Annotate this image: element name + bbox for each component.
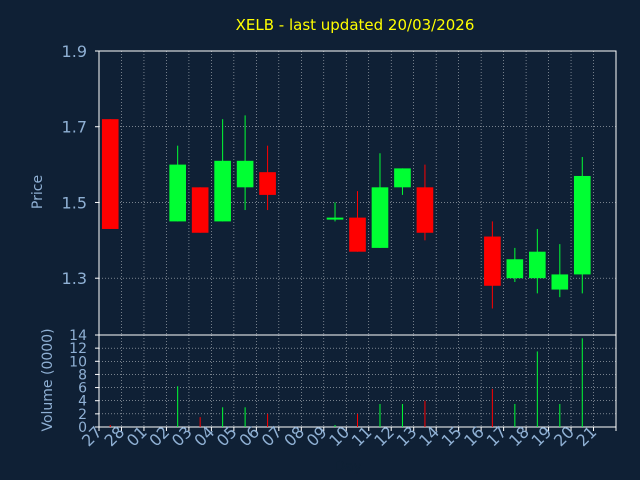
volume-tick-label: 2 [78, 407, 87, 423]
volume-tick-label: 6 [78, 381, 87, 397]
volume-tick-label: 12 [69, 341, 87, 357]
candle-body-27 [101, 119, 119, 229]
candle-body-20 [573, 175, 591, 275]
price-tick-label: 1.5 [62, 193, 87, 212]
price-tick-label: 1.9 [62, 42, 87, 61]
candle-body-02 [169, 164, 186, 222]
volume-tick-label: 0 [78, 420, 87, 436]
volume-plot-frame [98, 334, 617, 428]
price-tick-label: 1.3 [62, 269, 87, 288]
candle-body-19 [551, 274, 569, 290]
candle-body-09 [326, 217, 344, 220]
price-axis-label: Price [30, 175, 46, 209]
price-panel: 1.9 1.7 1.5 1.3 [62, 42, 617, 336]
candle-body-11 [371, 187, 389, 248]
candle-body-17 [506, 259, 524, 279]
candle-body-06 [259, 172, 276, 195]
volume-tick-label: 10 [69, 354, 87, 370]
candle-body-16 [484, 236, 501, 286]
candle-body-03 [191, 187, 209, 233]
candle-body-13 [416, 187, 434, 233]
candle-body-18 [529, 251, 546, 279]
volume-tick-label: 4 [78, 394, 87, 410]
chart-title: XELB - last updated 20/03/2026 [236, 16, 475, 34]
day-axis-label: Day [334, 459, 362, 475]
candle-body-04 [214, 160, 231, 222]
volume-axis-label: Volume (0000) [40, 328, 56, 431]
volume-tick-label: 8 [78, 367, 87, 383]
candle-body-10 [349, 217, 366, 252]
price-tick-label: 1.7 [62, 118, 87, 137]
candle-body-12 [394, 168, 411, 188]
volume-tick-label: 14 [69, 328, 87, 344]
candle-body-05 [236, 160, 254, 188]
